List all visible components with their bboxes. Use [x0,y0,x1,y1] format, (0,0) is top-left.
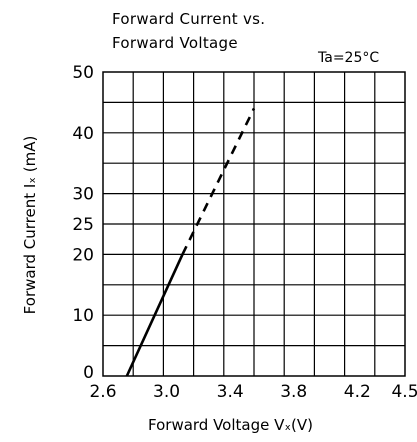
series-layer [125,107,256,377]
y-tick-label: 50 [72,63,94,83]
grid-lines [103,72,405,376]
temperature-condition: Ta=25°C [318,50,380,66]
x-tick-label: 4.5 [391,382,417,402]
chart-title-line2: Forward Voltage [112,34,238,52]
y-tick-label: 25 [72,215,94,235]
x-tick-label: 3.4 [217,382,244,402]
y-tick-label: 0 [83,363,94,383]
x-axis-label: Forward Voltage Vₓ(V) [148,416,314,434]
series-line-dashed [181,107,256,255]
series-line-solid [125,253,184,377]
x-tick-label: 3.0 [153,382,180,402]
y-tick-label: 40 [72,124,94,144]
x-tick-label: 4.2 [344,382,371,402]
y-axis-label: Forward Current Iₓ (mA) [21,135,39,315]
plot-frame [102,71,406,377]
chart-title-line1: Forward Current vs. [112,10,266,28]
x-tick-label: 2.6 [89,382,116,402]
x-tick-label: 3.8 [280,382,307,402]
x-tick-labels: 2.6 3.0 3.4 3.8 4.2 4.5 [89,382,417,402]
y-tick-label: 20 [72,245,94,265]
y-tick-label: 10 [72,306,94,326]
y-tick-labels: 0 10 20 25 30 40 50 [72,63,94,383]
y-tick-label: 30 [72,185,94,205]
